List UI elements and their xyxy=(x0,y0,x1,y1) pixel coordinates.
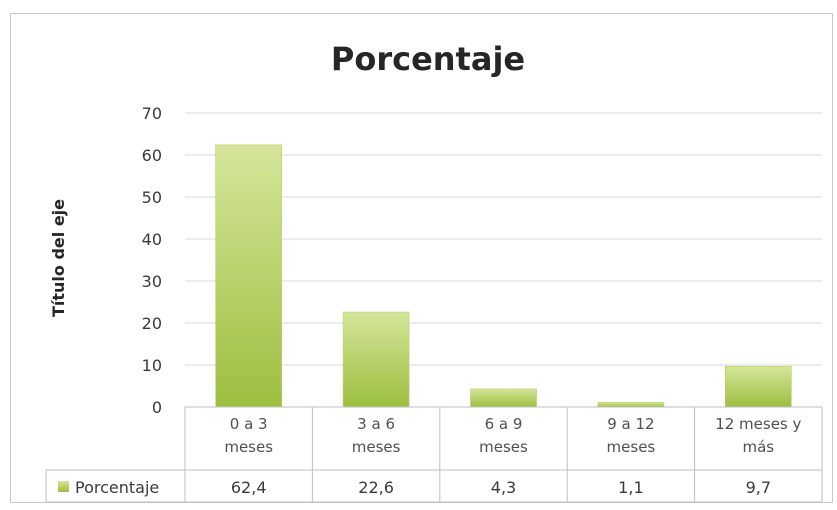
bar xyxy=(470,388,537,408)
y-tick-label: 40 xyxy=(142,230,162,249)
y-tick-label: 30 xyxy=(142,272,162,291)
y-tick-label: 10 xyxy=(142,356,162,375)
bar xyxy=(215,144,282,408)
table-value: 1,1 xyxy=(618,478,643,497)
table-value: 22,6 xyxy=(358,478,394,497)
category-label: 3 a 6 xyxy=(357,415,395,433)
bar xyxy=(724,365,792,408)
y-tick-label: 0 xyxy=(152,398,162,417)
data-table: 62,4 22,6 4,3 1,1 9,7 xyxy=(45,406,823,503)
y-tick-label: 50 xyxy=(142,188,162,207)
gridlines xyxy=(185,112,822,366)
y-tick-label: 60 xyxy=(142,146,162,165)
table-value: 9,7 xyxy=(746,478,771,497)
category-label: meses xyxy=(352,438,401,456)
category-label: meses xyxy=(479,438,528,456)
table-legend: Porcentaje xyxy=(58,478,159,497)
chart-frame xyxy=(10,13,833,503)
category-label: más xyxy=(742,438,774,456)
legend-label: Porcentaje xyxy=(75,478,159,497)
category-label: 9 a 12 xyxy=(607,415,654,433)
category-label: 12 meses y xyxy=(715,415,801,433)
y-tick-label: 70 xyxy=(142,104,162,123)
y-tick-labels: 0 10 20 30 40 50 60 70 xyxy=(142,104,162,417)
y-axis-title: Título del eje xyxy=(49,199,68,317)
bars xyxy=(215,144,792,408)
category-label: meses xyxy=(607,438,656,456)
table-value: 4,3 xyxy=(491,478,516,497)
category-label: 0 a 3 xyxy=(230,415,268,433)
category-labels: 0 a 3 meses 3 a 6 meses 6 a 9 meses 9 a 12 mese… xyxy=(224,415,801,456)
y-tick-label: 20 xyxy=(142,314,162,333)
category-label: 6 a 9 xyxy=(485,415,523,433)
legend-swatch xyxy=(58,481,69,492)
chart-title: Porcentaje xyxy=(331,40,525,78)
table-value: 62,4 xyxy=(231,478,267,497)
bar xyxy=(342,311,410,408)
bar xyxy=(597,402,665,408)
category-label: meses xyxy=(224,438,273,456)
